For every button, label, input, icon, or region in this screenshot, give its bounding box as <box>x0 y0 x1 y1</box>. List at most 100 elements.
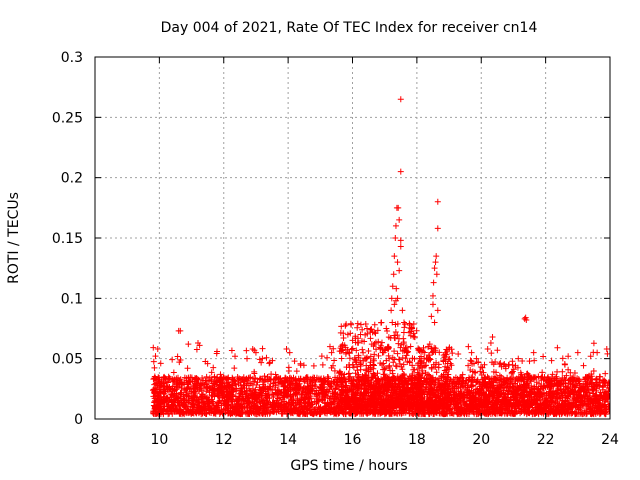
data-point <box>460 391 467 398</box>
data-point <box>455 388 462 395</box>
data-point <box>596 392 603 399</box>
data-point <box>392 329 399 336</box>
data-point <box>538 402 545 409</box>
data-point <box>288 375 295 382</box>
data-point <box>519 374 526 381</box>
data-point <box>398 363 405 370</box>
data-point <box>324 387 331 394</box>
data-point <box>404 380 411 387</box>
data-point <box>527 374 534 381</box>
data-point <box>172 397 179 404</box>
data-point <box>391 334 398 341</box>
data-point <box>294 382 301 389</box>
data-point <box>218 380 225 387</box>
data-point <box>582 374 589 381</box>
data-point <box>390 399 397 406</box>
data-point <box>370 372 377 379</box>
data-point <box>364 330 371 337</box>
data-point <box>214 404 221 411</box>
data-point <box>585 386 592 393</box>
data-point <box>544 410 551 417</box>
data-point <box>595 381 602 388</box>
data-point <box>348 397 355 404</box>
data-point <box>385 334 392 341</box>
data-point <box>385 343 392 350</box>
data-point <box>362 321 369 328</box>
data-point <box>547 408 554 415</box>
data-point <box>316 392 323 399</box>
data-point <box>531 410 538 417</box>
data-point <box>444 410 451 417</box>
data-point <box>204 378 211 385</box>
data-point <box>453 403 460 410</box>
data-point <box>379 382 386 389</box>
data-point <box>227 394 234 401</box>
data-point <box>603 394 610 401</box>
data-point <box>445 356 452 363</box>
data-point <box>272 382 279 389</box>
data-point <box>233 408 240 415</box>
data-point <box>158 396 165 403</box>
data-point <box>385 406 392 413</box>
data-point <box>343 382 350 389</box>
data-point <box>556 411 563 418</box>
data-point <box>565 400 572 407</box>
data-point <box>330 345 337 352</box>
data-point <box>574 411 581 418</box>
data-point <box>411 355 418 362</box>
data-point <box>410 366 417 373</box>
data-point <box>391 410 398 417</box>
data-point <box>266 359 273 366</box>
data-point <box>384 328 391 335</box>
data-point <box>225 394 232 401</box>
data-point <box>338 323 345 330</box>
data-point <box>407 403 414 410</box>
data-point <box>554 387 561 394</box>
data-point <box>432 363 439 370</box>
data-point <box>427 356 434 363</box>
data-point <box>168 408 175 415</box>
data-point <box>182 399 189 406</box>
data-point <box>154 403 161 410</box>
data-point <box>154 393 161 400</box>
data-point <box>169 378 176 385</box>
data-point <box>193 376 200 383</box>
data-point <box>372 380 379 387</box>
data-point <box>253 381 260 388</box>
data-point <box>426 372 433 379</box>
data-point <box>538 383 545 390</box>
data-point <box>214 348 221 355</box>
data-point <box>260 402 267 409</box>
data-point <box>409 370 416 377</box>
data-point <box>286 381 293 388</box>
data-point <box>465 362 472 369</box>
data-point <box>601 378 608 385</box>
data-point <box>561 375 568 382</box>
data-point <box>537 386 544 393</box>
data-point <box>572 396 579 403</box>
data-point <box>150 358 157 365</box>
data-point <box>201 399 208 406</box>
data-point <box>374 370 381 377</box>
data-point <box>378 385 385 392</box>
data-point <box>570 394 577 401</box>
data-point <box>359 382 366 389</box>
data-point <box>380 366 387 373</box>
grid-lines <box>95 57 610 419</box>
data-point <box>425 352 432 359</box>
data-point <box>389 319 396 326</box>
data-point <box>449 410 456 417</box>
data-point <box>307 402 314 409</box>
data-point <box>270 391 277 398</box>
data-point <box>374 387 381 394</box>
data-point <box>189 397 196 404</box>
data-point <box>353 347 360 354</box>
data-point <box>367 335 374 342</box>
data-point <box>217 374 224 381</box>
data-point <box>354 324 361 331</box>
data-point <box>183 403 190 410</box>
data-point <box>567 391 574 398</box>
data-point <box>336 368 343 375</box>
data-point <box>599 402 606 409</box>
data-point <box>275 395 282 402</box>
